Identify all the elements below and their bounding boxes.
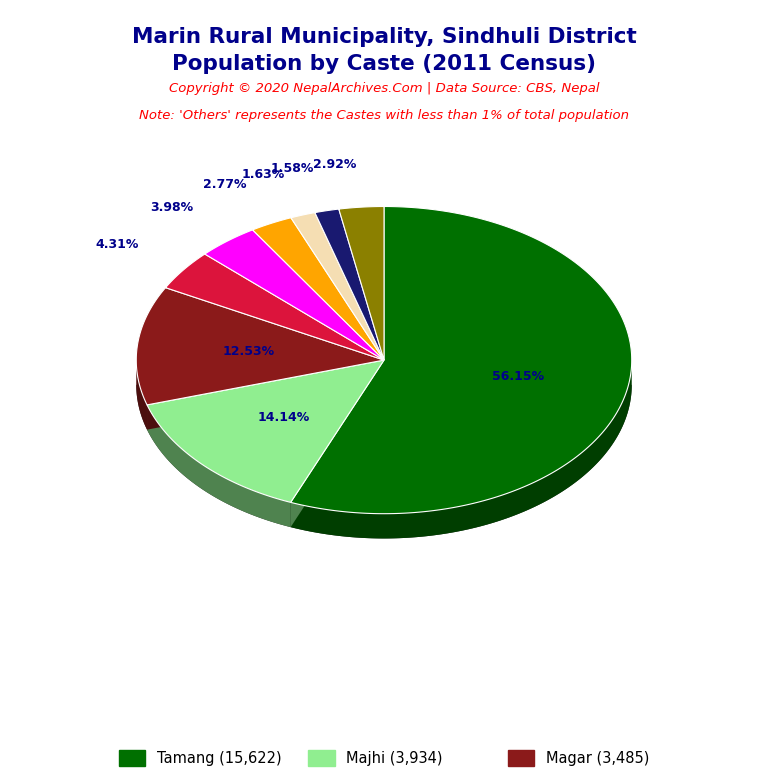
Text: 14.14%: 14.14% <box>257 411 310 424</box>
Text: 1.63%: 1.63% <box>242 167 285 180</box>
Text: 12.53%: 12.53% <box>222 346 274 359</box>
Text: Note: 'Others' represents the Castes with less than 1% of total population: Note: 'Others' represents the Castes wit… <box>139 109 629 122</box>
Polygon shape <box>205 230 384 360</box>
Text: Copyright © 2020 NepalArchives.Com | Data Source: CBS, Nepal: Copyright © 2020 NepalArchives.Com | Dat… <box>169 82 599 95</box>
Polygon shape <box>147 360 384 429</box>
Polygon shape <box>147 360 384 502</box>
Polygon shape <box>147 405 290 527</box>
Text: 4.31%: 4.31% <box>96 238 139 251</box>
Text: 56.15%: 56.15% <box>492 370 544 382</box>
Polygon shape <box>147 360 384 429</box>
Polygon shape <box>290 360 384 527</box>
Polygon shape <box>290 360 384 527</box>
Polygon shape <box>315 209 384 360</box>
Polygon shape <box>136 360 147 429</box>
Polygon shape <box>290 362 632 538</box>
Polygon shape <box>136 288 384 405</box>
Text: Population by Caste (2011 Census): Population by Caste (2011 Census) <box>172 54 596 74</box>
Polygon shape <box>291 213 384 360</box>
Text: 2.77%: 2.77% <box>203 178 247 191</box>
Text: 2.92%: 2.92% <box>313 157 356 170</box>
Text: 1.58%: 1.58% <box>271 162 314 175</box>
Polygon shape <box>253 218 384 360</box>
Polygon shape <box>166 254 384 360</box>
Polygon shape <box>136 360 632 538</box>
Text: Marin Rural Municipality, Sindhuli District: Marin Rural Municipality, Sindhuli Distr… <box>131 27 637 47</box>
Polygon shape <box>290 207 632 514</box>
Text: 3.98%: 3.98% <box>150 201 193 214</box>
Polygon shape <box>339 207 384 360</box>
Legend: Tamang (15,622), Chhetri (1,200), Damai/Dholi (453), Majhi (3,934), Kami (1,106): Tamang (15,622), Chhetri (1,200), Damai/… <box>113 745 655 768</box>
